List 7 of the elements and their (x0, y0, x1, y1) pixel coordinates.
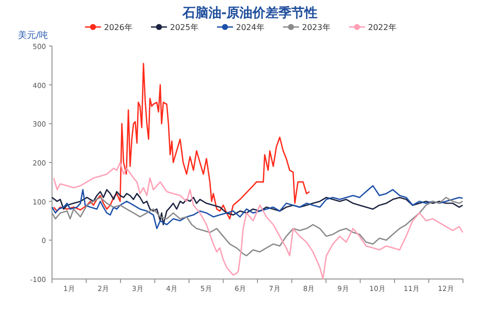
legend-label: 2022年 (368, 23, 396, 32)
chart-title: 石脑油-原油价差季节性 (181, 5, 318, 21)
legend-label: 2025年 (170, 23, 198, 32)
legend-label: 2023年 (302, 23, 330, 32)
legend-label: 2024年 (236, 23, 264, 32)
y-axis-title: 美元/吨 (18, 30, 48, 41)
legend-label: 2026年 (104, 23, 132, 32)
